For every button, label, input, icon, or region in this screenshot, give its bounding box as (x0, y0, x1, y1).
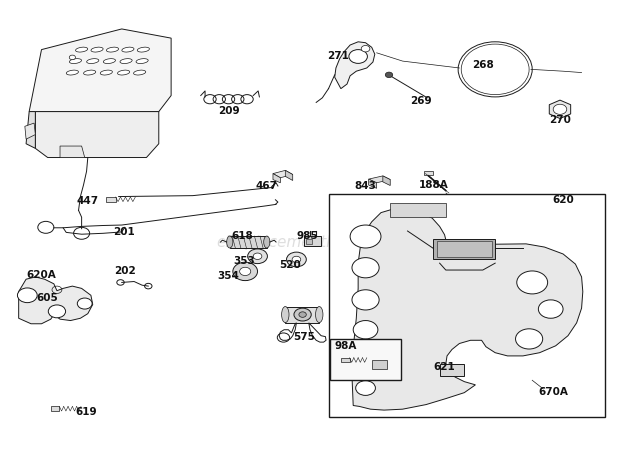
FancyBboxPatch shape (330, 339, 401, 380)
Text: 621: 621 (433, 362, 456, 372)
Ellipse shape (281, 307, 289, 322)
Polygon shape (383, 176, 390, 186)
Text: 209: 209 (218, 106, 239, 116)
Circle shape (350, 225, 381, 248)
Circle shape (538, 300, 563, 318)
Polygon shape (60, 146, 85, 158)
Polygon shape (369, 179, 377, 188)
Text: 354: 354 (218, 271, 239, 281)
FancyBboxPatch shape (304, 236, 321, 246)
Text: 201: 201 (113, 227, 135, 237)
Ellipse shape (104, 59, 115, 64)
Text: 605: 605 (37, 292, 58, 303)
Ellipse shape (107, 47, 118, 52)
Text: 467: 467 (256, 181, 278, 191)
Text: 202: 202 (114, 267, 136, 276)
Text: 269: 269 (410, 97, 432, 107)
Ellipse shape (118, 70, 130, 75)
Ellipse shape (227, 236, 233, 248)
Circle shape (385, 72, 392, 78)
Circle shape (352, 290, 379, 310)
FancyBboxPatch shape (433, 239, 495, 259)
Circle shape (48, 305, 66, 318)
Polygon shape (26, 112, 35, 148)
Circle shape (299, 312, 306, 317)
Text: 270: 270 (549, 115, 571, 125)
Circle shape (286, 252, 306, 267)
Ellipse shape (137, 47, 149, 52)
Text: 670A: 670A (539, 387, 569, 397)
Polygon shape (285, 170, 293, 181)
Ellipse shape (69, 59, 81, 64)
Ellipse shape (66, 70, 79, 75)
FancyBboxPatch shape (329, 194, 605, 417)
Text: eReplacementParts.com: eReplacementParts.com (216, 235, 404, 250)
Polygon shape (549, 100, 570, 118)
Circle shape (233, 262, 257, 280)
Text: 985: 985 (296, 231, 317, 241)
Polygon shape (25, 123, 35, 139)
Text: 575: 575 (293, 332, 315, 341)
Circle shape (17, 288, 37, 303)
Text: 843: 843 (355, 181, 376, 191)
Circle shape (553, 104, 567, 115)
Polygon shape (335, 42, 375, 89)
Circle shape (78, 298, 92, 309)
Circle shape (516, 329, 542, 349)
Polygon shape (29, 29, 171, 112)
Ellipse shape (120, 59, 132, 64)
Circle shape (247, 249, 267, 264)
FancyBboxPatch shape (390, 203, 446, 217)
Text: 268: 268 (472, 60, 494, 70)
Text: 447: 447 (77, 196, 99, 206)
Text: 618: 618 (231, 231, 253, 241)
Circle shape (292, 256, 301, 263)
Ellipse shape (87, 59, 99, 64)
Text: 353: 353 (233, 256, 255, 266)
Ellipse shape (133, 70, 146, 75)
Circle shape (253, 253, 262, 260)
FancyBboxPatch shape (230, 236, 267, 248)
Polygon shape (35, 112, 159, 158)
Circle shape (356, 381, 376, 395)
Polygon shape (106, 197, 115, 201)
Circle shape (361, 45, 370, 52)
Polygon shape (51, 407, 60, 411)
Ellipse shape (91, 47, 103, 52)
Ellipse shape (122, 47, 134, 52)
Polygon shape (369, 176, 390, 183)
Polygon shape (273, 170, 293, 178)
Polygon shape (352, 209, 583, 410)
Text: 98A: 98A (335, 341, 357, 351)
Circle shape (240, 267, 250, 275)
Ellipse shape (100, 70, 112, 75)
FancyBboxPatch shape (285, 307, 319, 323)
FancyBboxPatch shape (436, 241, 492, 257)
Circle shape (349, 49, 368, 63)
Circle shape (353, 321, 378, 339)
Polygon shape (273, 174, 280, 183)
Circle shape (516, 271, 547, 294)
Text: 620A: 620A (27, 270, 56, 280)
Ellipse shape (264, 236, 270, 248)
Text: 619: 619 (76, 407, 97, 417)
Ellipse shape (136, 59, 148, 64)
Circle shape (294, 308, 311, 321)
Polygon shape (19, 277, 93, 324)
Ellipse shape (84, 70, 95, 75)
Circle shape (69, 55, 76, 60)
FancyBboxPatch shape (306, 239, 312, 244)
Polygon shape (341, 358, 350, 362)
Circle shape (355, 351, 377, 368)
Text: 188A: 188A (418, 180, 448, 190)
Polygon shape (423, 171, 433, 175)
Text: 520: 520 (280, 261, 301, 270)
FancyBboxPatch shape (372, 359, 387, 369)
Circle shape (352, 258, 379, 278)
Text: 620: 620 (552, 195, 574, 205)
Ellipse shape (316, 307, 323, 322)
Ellipse shape (76, 47, 87, 52)
Text: 271: 271 (327, 51, 348, 61)
FancyBboxPatch shape (440, 364, 464, 376)
